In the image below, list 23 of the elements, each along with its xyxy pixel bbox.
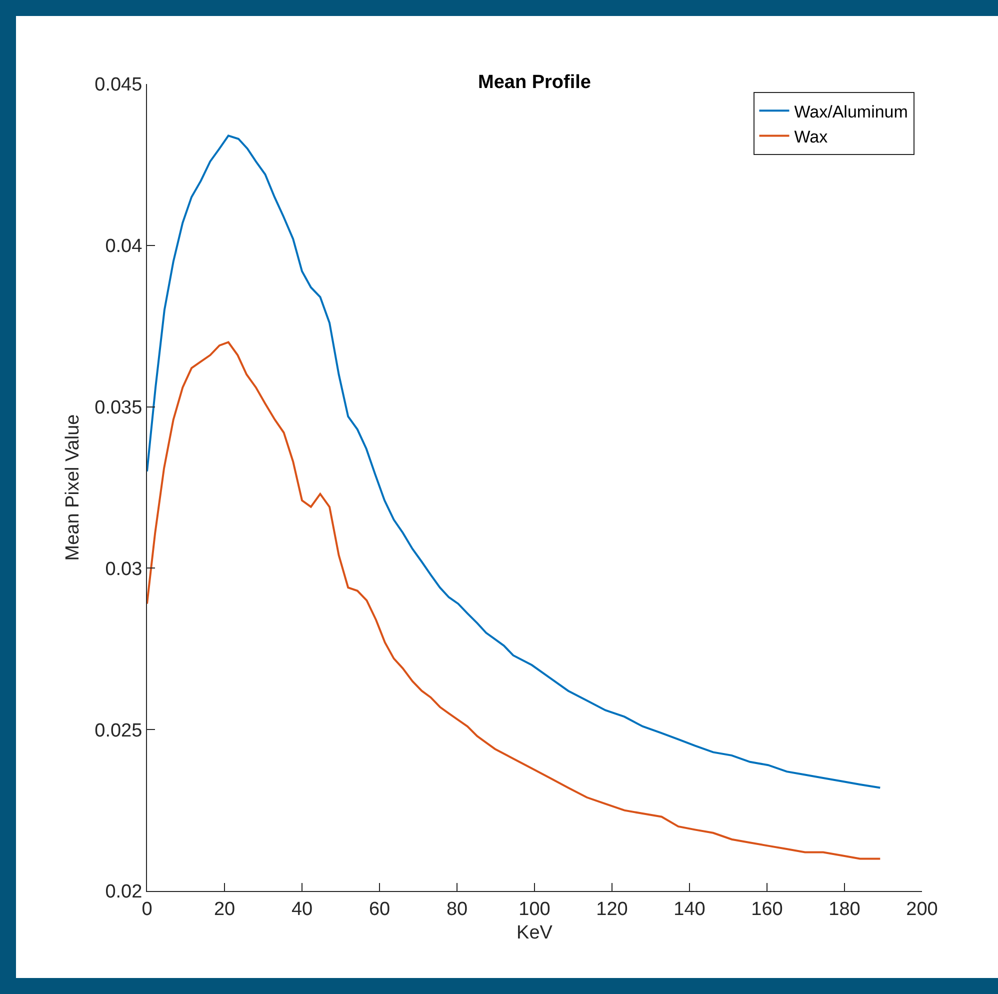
x-tick-label: 120: [596, 898, 628, 920]
x-tick-label: 60: [368, 898, 390, 920]
x-tick-label: 0: [142, 898, 152, 920]
y-tick-label: 0.02: [105, 882, 142, 903]
x-tick-label: 200: [906, 898, 938, 920]
x-tick-label: 160: [751, 898, 783, 920]
x-tick-label: 80: [446, 898, 468, 920]
x-tick-label: 140: [674, 898, 706, 920]
x-tick-label: 40: [291, 898, 313, 920]
legend-label: Wax: [794, 127, 828, 146]
x-tick-label: 20: [214, 898, 236, 920]
x-axis-title: KeV: [516, 922, 553, 944]
y-axis-title: Mean Pixel Value: [62, 414, 84, 561]
x-tick-label: 180: [828, 898, 860, 920]
y-tick-label: 0.04: [105, 236, 143, 258]
line-series: [147, 341, 882, 860]
legend-label: Wax/Aluminum: [794, 102, 908, 122]
x-tick-label: 100: [518, 898, 550, 920]
chart-title: Mean Profile: [478, 72, 591, 94]
y-tick-label: 0.025: [94, 720, 142, 742]
y-tick-label: 0.035: [94, 397, 142, 418]
y-tick-label: 0.03: [105, 558, 142, 580]
y-tick-label: 0.045: [94, 74, 142, 96]
